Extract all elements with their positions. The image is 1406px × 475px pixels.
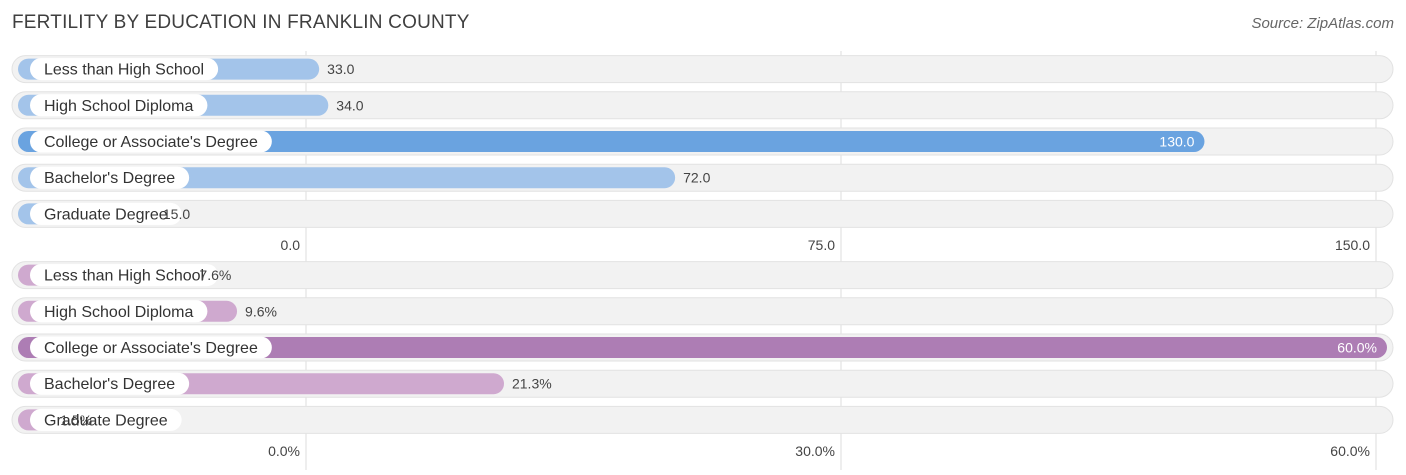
value-label: 130.0	[1159, 134, 1194, 150]
category-label: Less than High School	[44, 62, 204, 79]
category-label: High School Diploma	[44, 304, 194, 321]
category-label: Bachelor's Degree	[44, 170, 175, 187]
value-label: 34.0	[336, 97, 363, 113]
bar-track	[11, 91, 1394, 120]
tick-label: 30.0%	[795, 443, 835, 459]
category-label: College or Associate's Degree	[44, 340, 258, 357]
category-label-pill	[30, 202, 182, 225]
category-label-pill	[30, 300, 208, 323]
category-label-pill	[30, 58, 219, 81]
category-label-pill	[30, 336, 272, 359]
category-label-pill	[30, 130, 272, 153]
tick-label: 75.0	[808, 237, 835, 253]
value-label: 72.0	[683, 170, 710, 186]
value-label: 60.0%	[1337, 340, 1377, 356]
category-label: High School Diploma	[44, 98, 194, 115]
category-label-pill	[30, 264, 219, 287]
bar-track	[11, 199, 1394, 228]
category-label-pill	[30, 372, 190, 395]
source-note: Source: ZipAtlas.com	[1251, 15, 1394, 32]
value-label: 9.6%	[245, 303, 277, 319]
category-label: Graduate Degree	[44, 412, 168, 429]
category-label: Less than High School	[44, 268, 204, 285]
value-label: 1.5%	[60, 412, 92, 428]
value-label: 21.3%	[512, 376, 552, 392]
category-label-pill	[30, 94, 208, 117]
category-label-pill	[30, 166, 190, 189]
bar	[18, 337, 1387, 358]
tick-label: 60.0%	[1330, 443, 1370, 459]
bar-track	[11, 405, 1394, 434]
bar-track	[11, 261, 1394, 290]
chart-panel-1: Less than High School 33.0 High School Dip…	[11, 51, 1394, 264]
category-label: Graduate Degree	[44, 206, 168, 223]
value-label: 33.0	[327, 61, 354, 77]
tick-label: 150.0	[1335, 237, 1370, 253]
category-label-pill	[30, 408, 182, 431]
bar-track	[11, 55, 1394, 84]
chart-title: FERTILITY BY EDUCATION IN FRANKLIN COUNT…	[12, 12, 470, 33]
bar	[18, 131, 1205, 152]
category-label: College or Associate's Degree	[44, 134, 258, 151]
value-label: 15.0	[163, 206, 190, 222]
category-label: Bachelor's Degree	[44, 376, 175, 393]
tick-label: 0.0%	[268, 443, 300, 459]
bar-track	[11, 297, 1394, 326]
tick-label: 0.0	[281, 237, 301, 253]
value-label: 7.6%	[199, 267, 231, 283]
